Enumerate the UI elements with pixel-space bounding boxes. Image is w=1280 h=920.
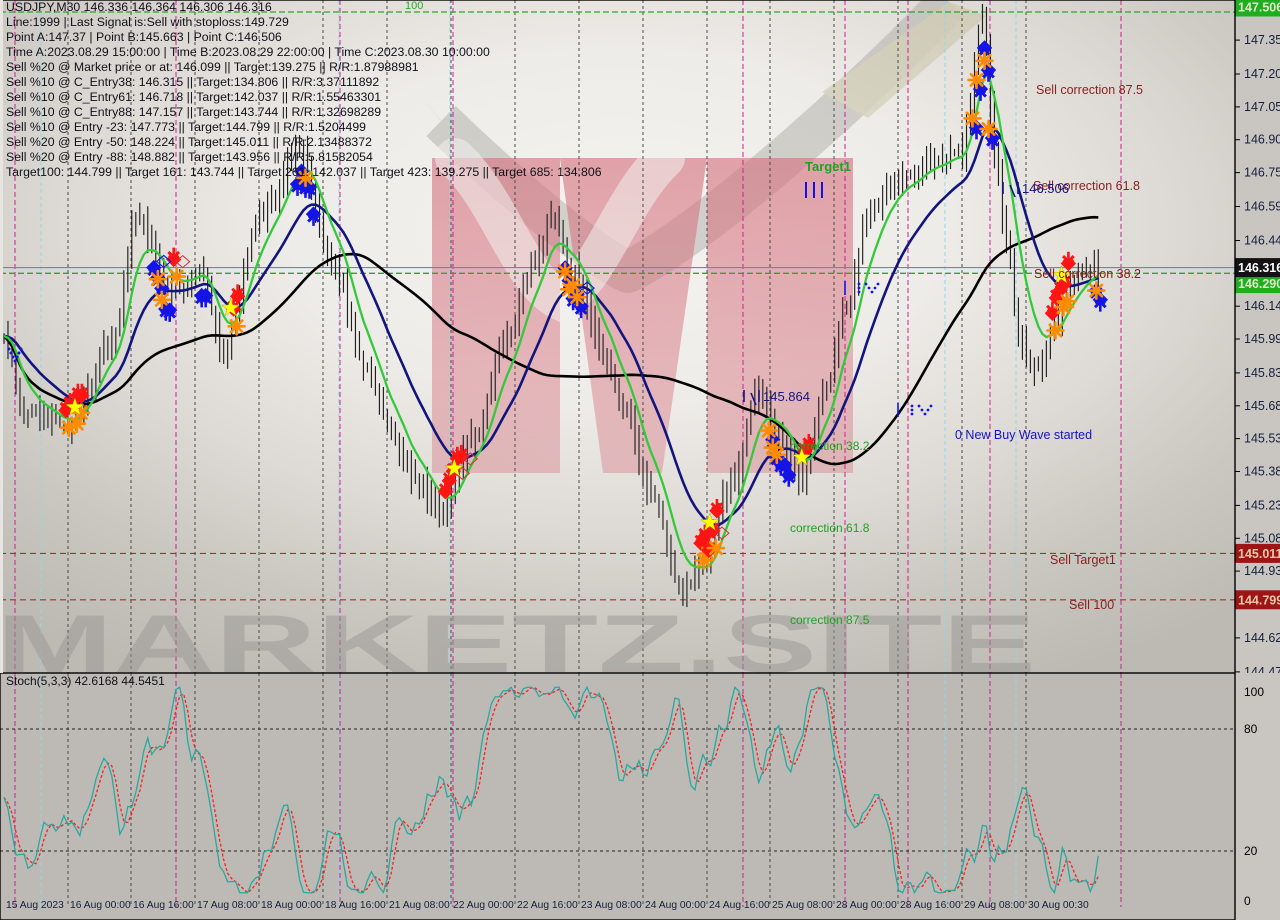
svg-text:80: 80 <box>1244 722 1258 736</box>
svg-text:Time A:2023.08.29 15:00:00 | T: Time A:2023.08.29 15:00:00 | Time B:2023… <box>6 45 490 59</box>
svg-text:145.011: 145.011 <box>1238 547 1280 561</box>
svg-text:Sell %10 @ C_Entry61: 146.718: Sell %10 @ C_Entry61: 146.718 || Target:… <box>6 90 381 104</box>
svg-text:Sell %10 @ C_Entry38: 146.315: Sell %10 @ C_Entry38: 146.315 || Target:… <box>6 75 379 89</box>
svg-text:Sell correction 87.5: Sell correction 87.5 <box>1036 83 1143 97</box>
svg-text:145.080: 145.080 <box>1244 531 1280 545</box>
svg-text:correction 61.8: correction 61.8 <box>790 521 870 535</box>
svg-text:Target100: 144.799 || Target 1: Target100: 144.799 || Target 161: 143.74… <box>6 165 602 179</box>
svg-text:Sell Target1: Sell Target1 <box>1050 553 1116 567</box>
svg-text:Sell %10 @ Entry -23: 147.773: Sell %10 @ Entry -23: 147.773 || Target:… <box>6 120 366 134</box>
svg-text:100: 100 <box>405 0 423 12</box>
svg-text:Sell 100: Sell 100 <box>1069 598 1114 612</box>
svg-text:146.750: 146.750 <box>1244 166 1280 180</box>
svg-text:146.900: 146.900 <box>1244 133 1280 147</box>
svg-text:147.200: 147.200 <box>1244 67 1280 81</box>
svg-text:146.440: 146.440 <box>1244 234 1280 248</box>
svg-text:147.506: 147.506 <box>1238 1 1280 15</box>
svg-text:Sell %20 @ Entry -50: 148.224: Sell %20 @ Entry -50: 148.224 || Target:… <box>6 135 372 149</box>
svg-text:Target1: Target1 <box>805 159 851 174</box>
svg-text:Line:1999 | Last Signal is:Sel: Line:1999 | Last Signal is:Sell with sto… <box>6 15 289 29</box>
svg-text:146.316: 146.316 <box>1238 261 1280 275</box>
svg-text:145.685: 145.685 <box>1244 399 1280 413</box>
svg-text:147.050: 147.050 <box>1244 100 1280 114</box>
svg-text:145.990: 145.990 <box>1244 332 1280 346</box>
svg-text:146.140: 146.140 <box>1244 299 1280 313</box>
svg-text:145.385: 145.385 <box>1244 465 1280 479</box>
svg-text:144.799: 144.799 <box>1238 593 1280 607</box>
svg-text:correction 38.2: correction 38.2 <box>790 439 870 453</box>
svg-text:Sell correction 38.2: Sell correction 38.2 <box>1034 267 1141 281</box>
svg-text:MARKETZ.SITE: MARKETZ.SITE <box>0 599 1036 673</box>
svg-text:correction 87.5: correction 87.5 <box>790 613 870 627</box>
svg-text:0 New Buy Wave started: 0 New Buy Wave started <box>955 428 1092 442</box>
svg-text:144.470: 144.470 <box>1244 665 1280 673</box>
svg-text:144.625: 144.625 <box>1244 631 1280 645</box>
svg-text:145.864: 145.864 <box>763 389 810 404</box>
svg-text:147.355: 147.355 <box>1244 33 1280 47</box>
svg-text:145.230: 145.230 <box>1244 498 1280 512</box>
svg-text:20: 20 <box>1244 844 1258 858</box>
svg-text:USDJPY,M30 146.336 146.364 14: USDJPY,M30 146.336 146.364 146.306 146.3… <box>6 0 272 14</box>
svg-text:Point A:147.37 | Point B:145.6: Point A:147.37 | Point B:145.663 | Point… <box>6 30 282 44</box>
svg-text:Sell %10 @ C_Entry88: 147.157: Sell %10 @ C_Entry88: 147.157 || Target:… <box>6 105 381 119</box>
svg-text:Sell %20 @ Entry -88: 148.882: Sell %20 @ Entry -88: 148.882 || Target:… <box>6 150 373 164</box>
svg-text:144.930: 144.930 <box>1244 564 1280 578</box>
svg-text:Sell %20 @ Market price or at:: Sell %20 @ Market price or at: 146.099 |… <box>6 60 419 74</box>
svg-text:146.290: 146.290 <box>1238 277 1280 291</box>
svg-text:146.506: 146.506 <box>1022 181 1069 196</box>
svg-text:145.535: 145.535 <box>1244 432 1280 446</box>
svg-text:100: 100 <box>1244 685 1264 699</box>
svg-text:145.835: 145.835 <box>1244 366 1280 380</box>
svg-text:0: 0 <box>1244 894 1251 908</box>
svg-text:Stoch(5,3,3) 42.6168 44.5451: Stoch(5,3,3) 42.6168 44.5451 <box>6 674 165 688</box>
svg-text:146.595: 146.595 <box>1244 200 1280 214</box>
